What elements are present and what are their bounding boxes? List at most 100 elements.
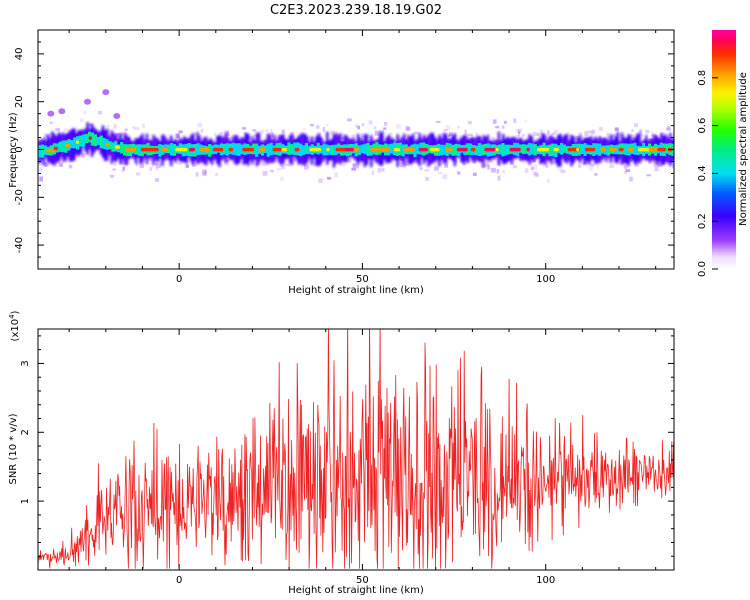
spectrogram-core-cell [665, 143, 669, 154]
spectrogram-ytick-label: -40 [14, 237, 25, 253]
spectrogram-core-cell [366, 142, 370, 156]
spectrogram-speckle [44, 162, 50, 166]
spectrogram-speckle [184, 164, 188, 169]
spectrogram-speckle [383, 127, 387, 130]
spectrogram-speckle [406, 127, 411, 131]
spectrogram-speckle [640, 134, 644, 137]
spectrogram-speckle [530, 159, 535, 164]
spectrogram-core-cell [225, 143, 229, 156]
spectrogram-speckle [462, 162, 467, 166]
spectrogram-speckle [115, 133, 120, 136]
spectrogram-speckle [515, 135, 520, 138]
spectrogram-speckle [509, 160, 514, 165]
spectrogram-speckle [588, 130, 593, 134]
spectrogram-speckle [545, 165, 549, 168]
spectrogram-hotspot [370, 147, 381, 152]
spectrogram-core-cell [533, 144, 537, 156]
spectrogram-speckle [578, 163, 582, 168]
spectrogram-speckle [149, 166, 153, 172]
spectrogram-speckle [142, 123, 145, 128]
spectrogram-speckle [380, 130, 384, 133]
spectrogram-speckle [112, 168, 116, 171]
spectrogram-core-cell [58, 141, 62, 152]
colorbar-label: Normalized spectral amplitude [738, 72, 749, 226]
spectrogram-hotspot [418, 147, 429, 152]
spectrogram-hotspot [402, 147, 415, 152]
colorbar-tick-label: 0.8 [697, 70, 708, 86]
spectrogram-speckle [368, 120, 373, 125]
spectrogram-speckle [464, 129, 467, 135]
spectrogram-speckle [551, 132, 556, 136]
spectrogram-speckle [378, 129, 381, 134]
spectrogram-speckle [63, 158, 68, 163]
snr-xtick-label: 0 [176, 575, 182, 586]
spectrogram-speckle [424, 169, 430, 172]
spectrogram-hotspot [294, 147, 300, 152]
spectrogram-core-cell [633, 142, 637, 155]
spectrogram-speckle [210, 161, 215, 164]
spectrogram-speckle [55, 127, 61, 132]
spectrogram-speckle [49, 121, 53, 125]
spectrogram-core-cell [298, 143, 303, 157]
snr-ytick-label: 3 [20, 360, 31, 366]
spectrogram-hotspot [584, 147, 596, 152]
spectrogram-hotspot [326, 147, 330, 152]
spectrogram-speckle [625, 169, 631, 173]
spectrogram-speckle [623, 170, 628, 175]
spectrogram-speckle [522, 133, 525, 137]
spectrogram-speckle [222, 158, 226, 162]
spectrogram-core-cell [530, 143, 534, 155]
spectrogram-speckle [309, 123, 314, 127]
spectrogram-core-cell [624, 143, 628, 156]
spectrogram-xlabel: Height of straight line (km) [288, 285, 424, 296]
spectrogram-core-cell [428, 145, 432, 154]
spectrogram-speckle [373, 126, 377, 130]
spectrogram-hotspot [65, 143, 71, 148]
spectrogram-speckle [352, 163, 357, 168]
spectrogram-speckle [448, 132, 454, 137]
spectrogram-speckle [113, 124, 117, 129]
spectrogram-speckle [374, 130, 380, 136]
spectrogram-speckle [83, 111, 86, 115]
snr-ylabel: SNR (10 * v/v) [8, 413, 19, 484]
spectrogram-core-cell [102, 138, 106, 150]
colorbar-gradient [712, 30, 736, 269]
spectrogram-hotspot [188, 147, 196, 152]
spectrogram-speckle [252, 129, 257, 132]
spectrogram-speckle [609, 164, 615, 168]
spectrogram-speckle [341, 137, 345, 140]
spectrogram-speckle [322, 126, 325, 132]
spectrogram-outlier [113, 113, 121, 120]
spectrogram-speckle [458, 135, 461, 139]
spectrogram-hotspot [470, 147, 476, 152]
spectrogram-ytick-label: 0 [14, 146, 25, 152]
spectrogram-speckle [513, 118, 517, 124]
spectrogram-speckle [265, 129, 269, 133]
spectrogram-core-cell [304, 143, 309, 155]
spectrogram-speckle [59, 163, 63, 167]
spectrogram-speckle [135, 172, 140, 176]
snr-multiplier: (x104) [8, 310, 21, 341]
spectrogram-core-cell [158, 143, 162, 157]
spectrogram-speckle [652, 162, 657, 167]
spectrogram-speckle [404, 162, 410, 166]
spectrogram-speckle [155, 163, 161, 169]
spectrogram-speckle [645, 133, 648, 138]
spectrogram-speckle [351, 134, 355, 140]
spectrogram-speckle [109, 174, 115, 178]
spectrogram-hotspot [380, 147, 391, 152]
spectrogram-speckle [113, 161, 117, 166]
spectrogram-speckle [490, 167, 496, 173]
spectrogram-frame [37, 29, 675, 270]
spectrogram-core-cell [416, 144, 420, 155]
spectrogram-speckle [201, 170, 207, 176]
spectrogram-hotspot [553, 147, 559, 152]
spectrogram-core-cell [606, 145, 611, 156]
colorbar-tick-label: 0.6 [697, 118, 708, 134]
spectrogram-ytick-label: 40 [14, 48, 25, 61]
spectrogram-core-cell [466, 143, 470, 155]
spectrogram-speckle [584, 131, 589, 136]
spectrogram-core-cell [111, 142, 115, 152]
spectrogram-speckle [560, 170, 566, 174]
spectrogram-speckle [285, 163, 291, 167]
